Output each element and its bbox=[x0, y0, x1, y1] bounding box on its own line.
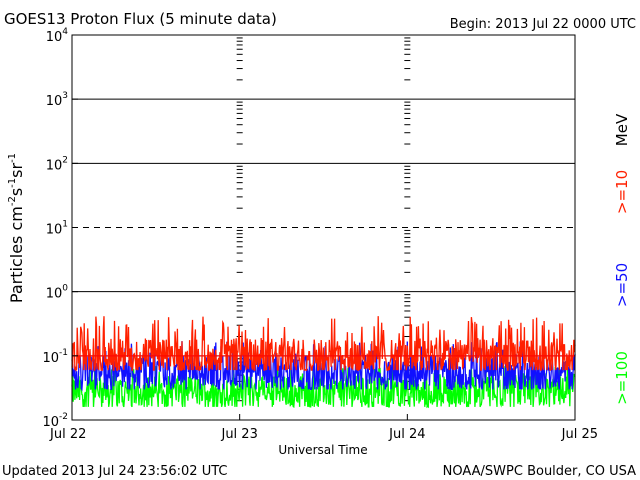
y-tick-label: 102 bbox=[46, 155, 68, 173]
y-tick-label: 101 bbox=[46, 220, 68, 238]
legend-label: >=50 bbox=[613, 263, 631, 307]
series-line bbox=[71, 366, 576, 409]
x-tick-labels: Jul 22 Jul 23 Jul 24 Jul 25 bbox=[49, 414, 598, 442]
updated-time: Updated 2013 Jul 24 23:56:02 UTC bbox=[2, 464, 227, 479]
legend-label: MeV bbox=[613, 113, 631, 146]
x-tick-label: Jul 23 bbox=[220, 427, 257, 442]
x-tick-label: Jul 22 bbox=[49, 427, 86, 442]
x-tick-label: Jul 24 bbox=[388, 427, 425, 442]
legend-label: >=10 bbox=[613, 170, 631, 214]
series-line bbox=[71, 340, 576, 392]
credit: NOAA/SWPC Boulder, CO USA bbox=[443, 464, 636, 479]
gridlines bbox=[72, 98, 575, 357]
y-tick-label: 104 bbox=[46, 27, 69, 45]
begin-time: Begin: 2013 Jul 22 0000 UTC bbox=[450, 17, 636, 32]
chart-title: GOES13 Proton Flux (5 minute data) bbox=[4, 10, 277, 28]
y-tick-label: 100 bbox=[46, 284, 69, 302]
y-tick-labels: 10-2 10-1 100 101 102 103 104 bbox=[42, 27, 78, 430]
series-group bbox=[71, 316, 576, 409]
y-tick-label: 10-2 bbox=[42, 412, 68, 430]
series-line bbox=[71, 316, 576, 372]
y-tick-label: 10-1 bbox=[42, 348, 68, 366]
legend-label: >=100 bbox=[613, 351, 631, 405]
x-axis-label: Universal Time bbox=[278, 443, 367, 457]
y-axis-label: Particles cm-2s-1sr-1 bbox=[7, 153, 26, 303]
legend: MeV >=10 >=50 >=100 bbox=[613, 113, 631, 405]
x-tick-label: Jul 25 bbox=[561, 427, 598, 442]
y-tick-label: 103 bbox=[46, 91, 68, 109]
